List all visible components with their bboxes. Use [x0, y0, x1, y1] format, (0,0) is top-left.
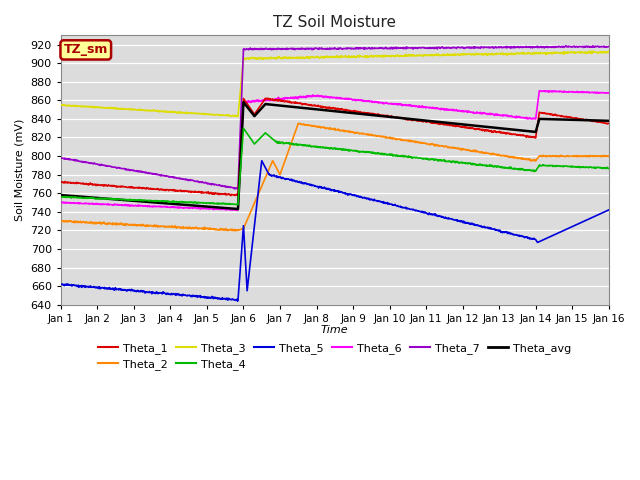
- Text: TZ_sm: TZ_sm: [63, 43, 108, 57]
- X-axis label: Time: Time: [321, 325, 349, 335]
- Y-axis label: Soil Moisture (mV): Soil Moisture (mV): [15, 119, 25, 221]
- Title: TZ Soil Moisture: TZ Soil Moisture: [273, 15, 396, 30]
- Legend: Theta_1, Theta_2, Theta_3, Theta_4, Theta_5, Theta_6, Theta_7, Theta_avg: Theta_1, Theta_2, Theta_3, Theta_4, Thet…: [94, 338, 575, 374]
